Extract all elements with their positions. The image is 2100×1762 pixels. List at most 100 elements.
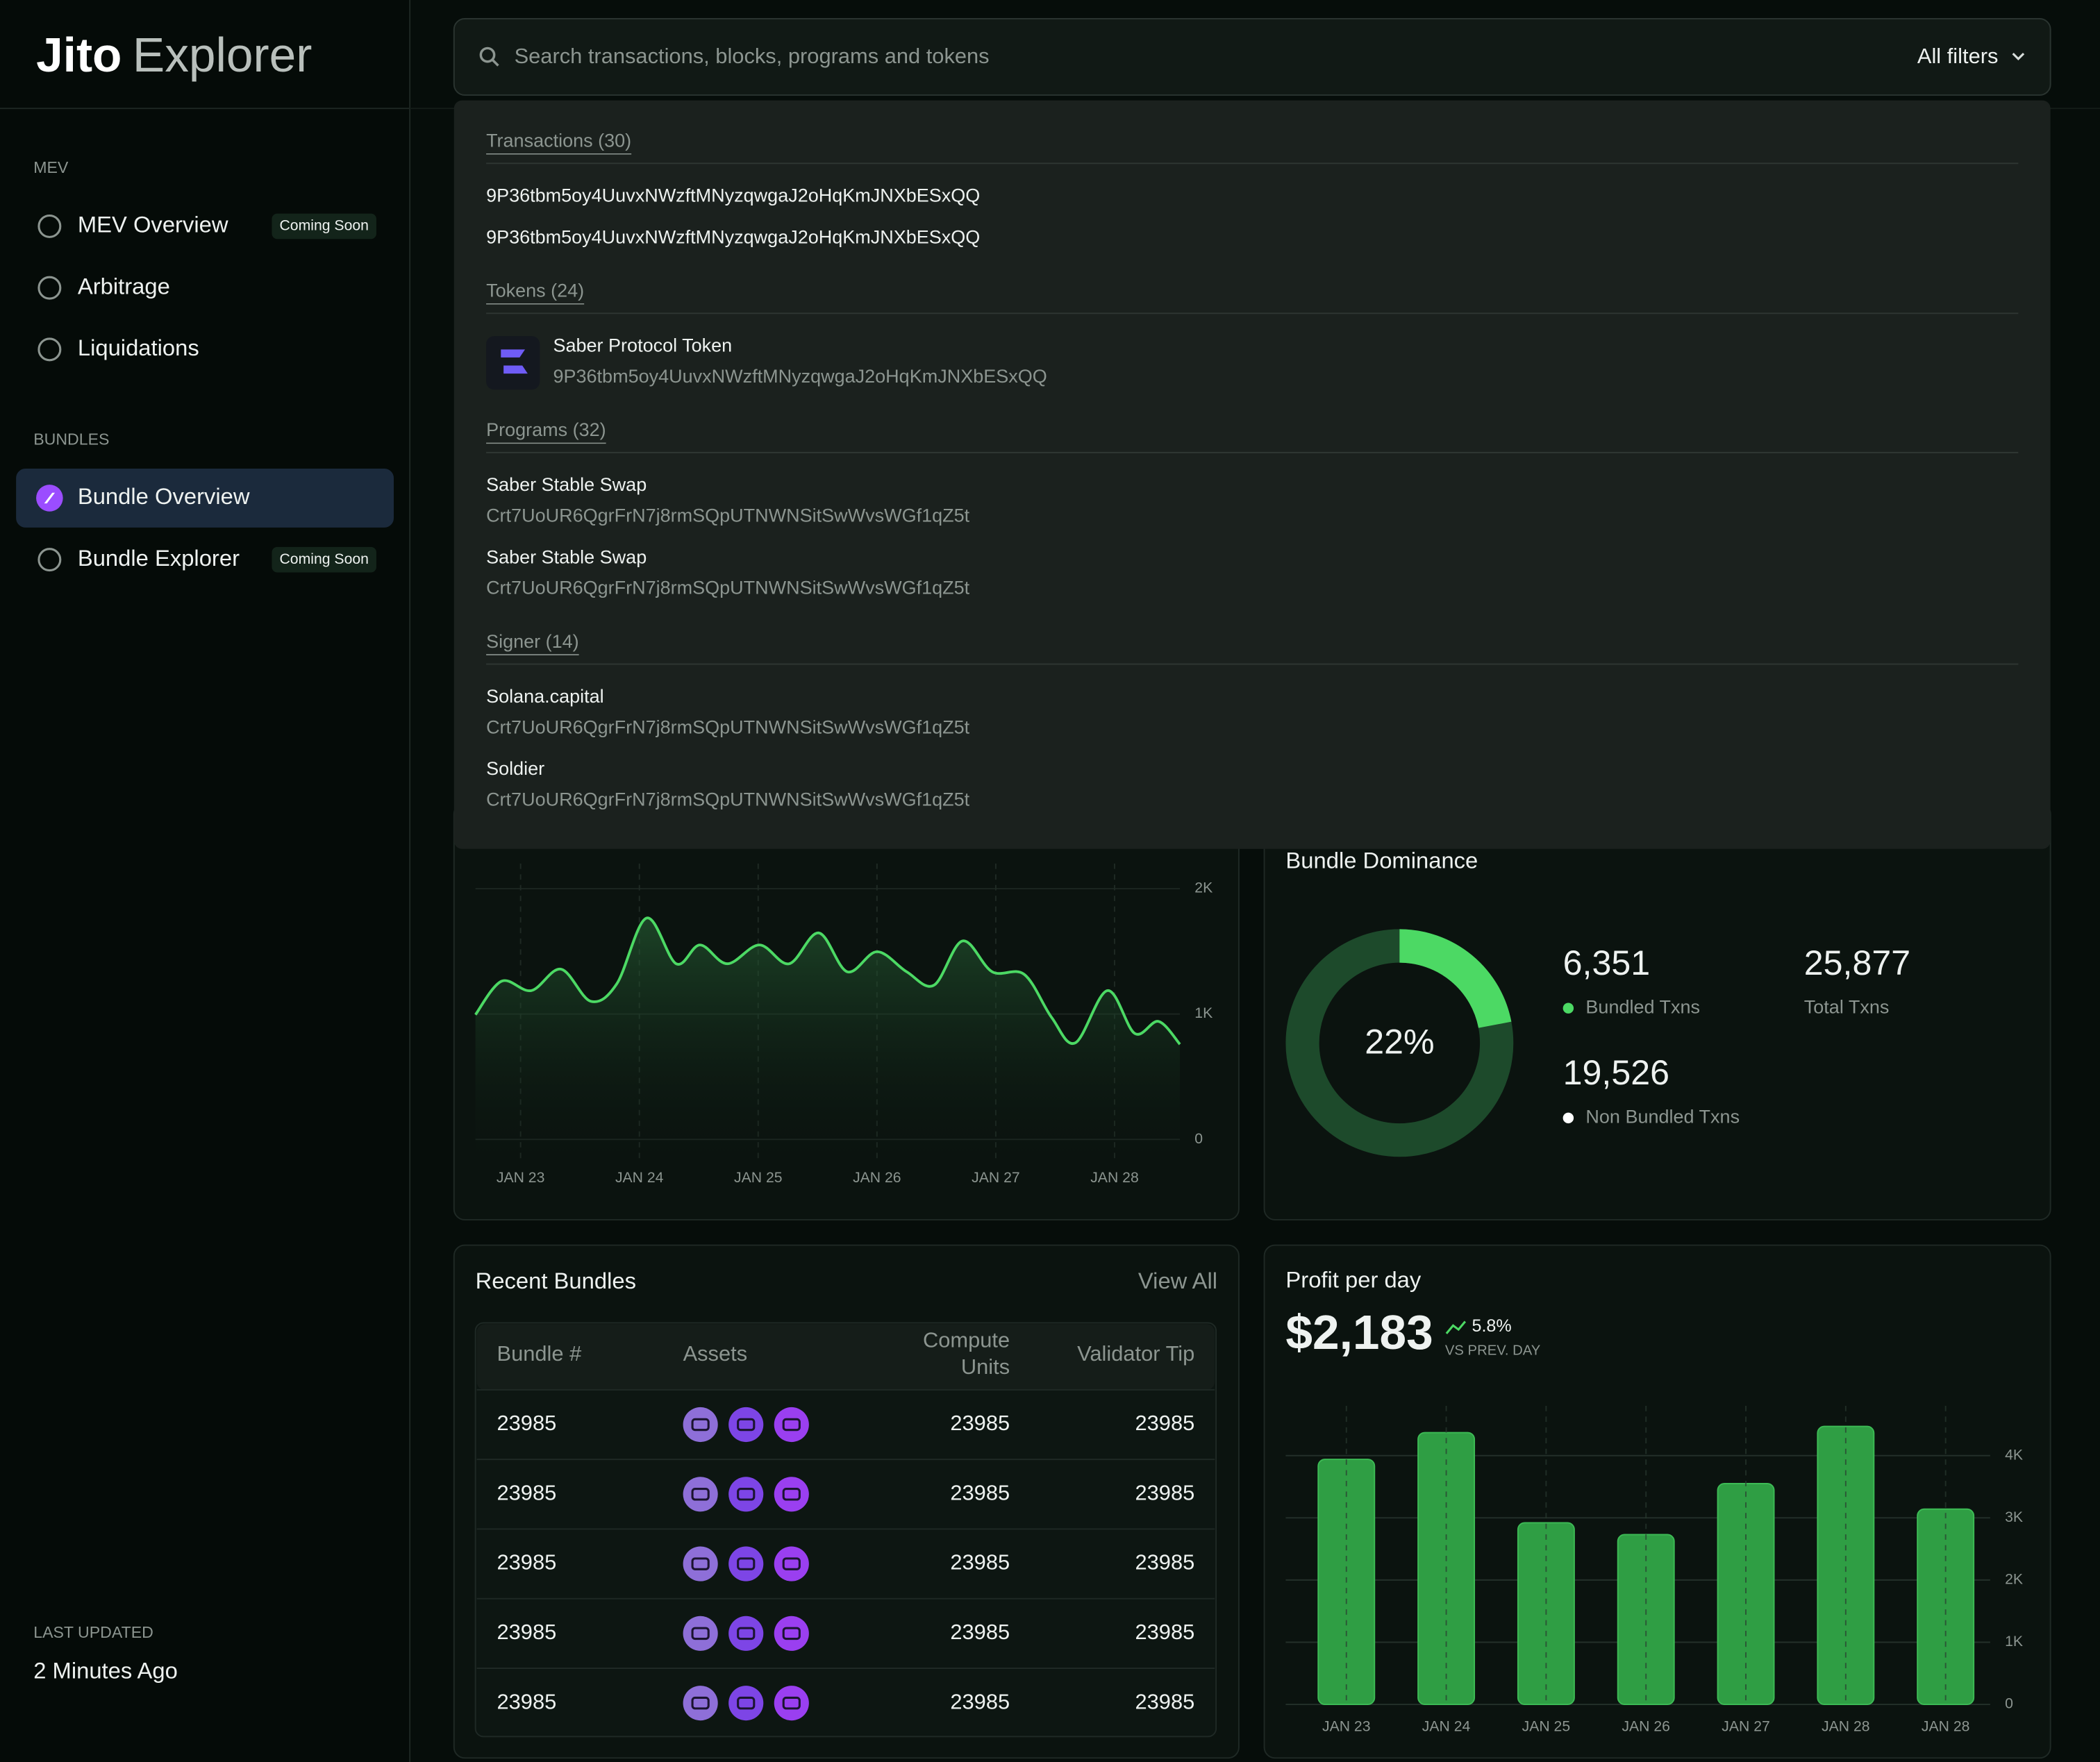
- cell: 23985: [497, 1620, 557, 1644]
- nav-item[interactable]: MEV Overview: [78, 212, 228, 237]
- filter-button[interactable]: All filters: [1917, 44, 1999, 68]
- nav-item[interactable]: Arbitrage: [78, 273, 170, 299]
- cell: 23985: [497, 1480, 557, 1504]
- y-tick-label: 3K: [2005, 1509, 2023, 1525]
- cell: 23985: [950, 1620, 1010, 1644]
- asset-glyph: [782, 1696, 801, 1710]
- asset-icon: [683, 1546, 718, 1581]
- x-tick-label: JAN 28: [1822, 1718, 1870, 1734]
- icon: [38, 276, 62, 300]
- x-tick-label: JAN 28: [1922, 1718, 1970, 1734]
- cell: 23985: [497, 1550, 557, 1575]
- column-header: Compute: [923, 1328, 1010, 1352]
- y-tick-label: 2K: [2005, 1571, 2023, 1587]
- asset-icon: [774, 1546, 809, 1581]
- x-tick-label: JAN 24: [615, 1170, 664, 1186]
- result-title[interactable]: Soldier: [486, 758, 544, 779]
- y-tick-label: 0: [1194, 1131, 1203, 1147]
- asset-glyph: [782, 1488, 801, 1501]
- x-tick-label: JAN 27: [972, 1170, 1020, 1186]
- x-tick-label: JAN 23: [1322, 1718, 1371, 1734]
- chart-title: Profit per day: [1285, 1266, 1421, 1292]
- asset-glyph: [737, 1488, 756, 1501]
- result-title[interactable]: Solana.capital: [486, 686, 604, 707]
- chart-title: Bundle Dominance: [1285, 848, 1478, 873]
- badge: [272, 213, 376, 240]
- nav-item[interactable]: Liquidations: [78, 335, 199, 360]
- asset-glyph: [737, 1696, 756, 1710]
- nav-icon: [36, 485, 63, 512]
- nav-icon: [38, 214, 62, 238]
- x-tick-label: JAN 27: [1722, 1718, 1770, 1734]
- nav-icon: [38, 548, 62, 572]
- sidebar: [0, 0, 410, 1762]
- nav-active: [16, 469, 394, 528]
- asset-icon: [774, 1686, 809, 1721]
- section-label: MEV: [33, 158, 69, 176]
- result-title[interactable]: Saber Protocol Token: [553, 335, 733, 356]
- result-title[interactable]: 9P36tbm5oy4UuvxNWzftMNyzqwgaJ2oHqKmJNXbE…: [486, 185, 980, 206]
- change-label: VS PREV. DAY: [1445, 1343, 1541, 1358]
- legend-dot: [1562, 1002, 1574, 1014]
- column-header: Units: [961, 1354, 1010, 1379]
- x-tick-label: JAN 23: [497, 1170, 545, 1186]
- nav-item[interactable]: Bundle Explorer: [78, 545, 240, 571]
- asset-glyph: [782, 1418, 801, 1432]
- y-tick-label: 4K: [2005, 1447, 2023, 1463]
- search-bar[interactable]: [453, 18, 2051, 96]
- y-tick-label: 1K: [2005, 1634, 2023, 1650]
- asset-icon: [728, 1407, 764, 1443]
- badge: [272, 546, 376, 573]
- column-header: Bundle #: [497, 1341, 582, 1366]
- cell: 23985: [1135, 1689, 1195, 1713]
- result-heading: Transactions (30): [486, 131, 631, 151]
- cell: 23985: [1135, 1620, 1195, 1644]
- stat-label: Non Bundled Txns: [1585, 1106, 1740, 1127]
- table: Recent Bundles View All Bundle # Assets Comp…: [476, 1268, 1217, 1721]
- result-heading: Signer (14): [486, 631, 579, 652]
- icon: [38, 548, 62, 572]
- search-dropdown: [453, 100, 2051, 849]
- asset-icon: [683, 1477, 718, 1512]
- cell: 23985: [497, 1689, 557, 1713]
- x-tick-label: JAN 26: [1622, 1718, 1670, 1734]
- stat-label: Total Txns: [1804, 996, 1890, 1017]
- bar: [1917, 1508, 1975, 1706]
- nav-icon: [38, 337, 62, 362]
- stat-value: 6,351: [1563, 943, 1650, 982]
- logo[interactable]: Jito Explorer: [36, 28, 312, 82]
- y-tick-label: 2K: [1194, 880, 1212, 896]
- sidebar-nav: MEV MEV Overview Coming Soon Arbitrage Liqui…: [16, 158, 394, 1683]
- panel-title: Recent Bundles: [476, 1268, 636, 1293]
- column-header: Assets: [683, 1341, 748, 1366]
- charts: 0 1K 2K JAN 23 JAN 24 JAN 25 JAN 26 JAN 27 JAN 2…: [474, 848, 2023, 1734]
- logo-product: Explorer: [133, 28, 312, 82]
- footer-label: LAST UPDATED: [33, 1623, 153, 1641]
- search-results: Transactions (30) 9P36tbm5oy4UuvxNWzftMNy…: [486, 131, 2019, 809]
- change: 5.8%: [1472, 1316, 1512, 1336]
- asset-icon: [728, 1546, 764, 1581]
- headline: $2,183: [1285, 1305, 1433, 1359]
- nav-item[interactable]: Bundle Overview: [78, 483, 250, 509]
- chevron: [2012, 53, 2025, 61]
- cell: 23985: [950, 1480, 1010, 1504]
- result-subtitle: 9P36tbm5oy4UuvxNWzftMNyzqwgaJ2oHqKmJNXbE…: [553, 366, 1047, 387]
- y-tick-label: 0: [2005, 1696, 2013, 1712]
- area: [475, 918, 1181, 1159]
- result-subtitle: Crt7UoUR6QgrFrN7j8rmSQpUTNWNSitSwWvsWGf1…: [486, 505, 970, 526]
- icon: [44, 492, 56, 504]
- badge-text: Coming Soon: [279, 551, 368, 567]
- view-all[interactable]: View All: [1138, 1268, 1217, 1293]
- asset-icon: [728, 1477, 764, 1512]
- asset-glyph: [782, 1627, 801, 1641]
- result-title[interactable]: Saber Stable Swap: [486, 546, 647, 567]
- donut-slice: [1399, 929, 1512, 1029]
- bar: [1817, 1425, 1875, 1706]
- result-title[interactable]: Saber Stable Swap: [486, 474, 647, 495]
- asset-icon: [728, 1686, 764, 1721]
- result-heading: Programs (32): [486, 419, 606, 440]
- result-title[interactable]: 9P36tbm5oy4UuvxNWzftMNyzqwgaJ2oHqKmJNXbE…: [486, 226, 980, 247]
- x-tick-label: JAN 26: [853, 1170, 901, 1186]
- donut-label: 22%: [1365, 1023, 1434, 1062]
